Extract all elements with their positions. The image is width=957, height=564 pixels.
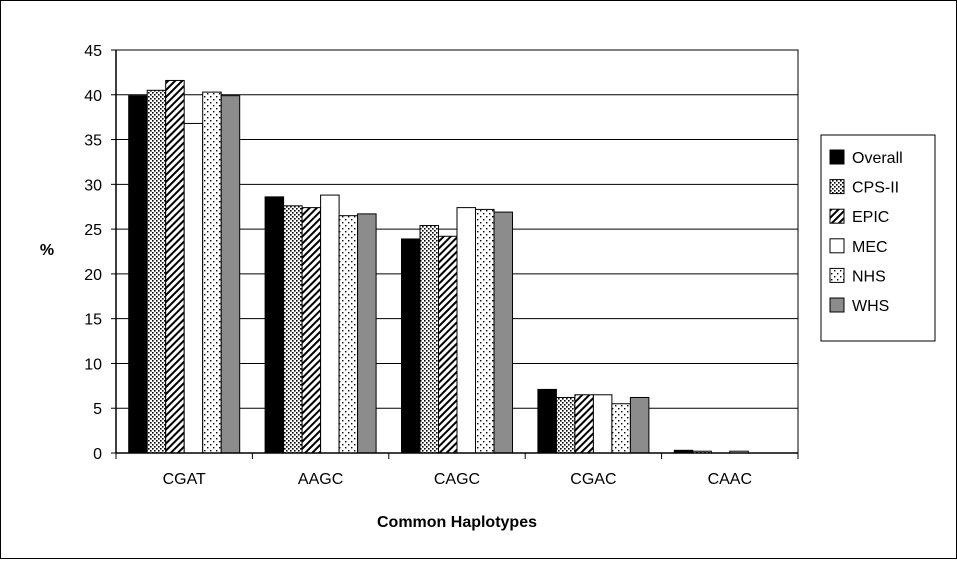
bar-whs-cgac	[629, 396, 650, 454]
bar-whs-cagc	[493, 211, 513, 454]
bar-mec-aagc	[320, 194, 340, 454]
bar-cps-ii-cgac	[555, 396, 576, 454]
bar-overall-cgac	[537, 388, 557, 454]
x-tick-label: CAAC	[708, 471, 752, 488]
legend-item-cps-ii: CPS-II	[829, 179, 899, 197]
bar-epic-cgat	[165, 79, 185, 454]
legend-item-overall: Overall	[829, 149, 903, 167]
y-tick-label: 5	[93, 401, 102, 418]
legend-label: WHS	[852, 298, 889, 315]
legend-item-mec: MEC	[829, 238, 888, 256]
bar-epic-aagc	[301, 207, 322, 454]
bar-epic-cgac	[574, 394, 594, 454]
legend-swatch	[829, 267, 845, 283]
y-tick-label: 20	[84, 267, 102, 284]
legend-label: NHS	[852, 268, 886, 285]
legend-label: CPS-II	[852, 180, 899, 197]
bar-cps-ii-aagc	[283, 205, 303, 454]
y-tick-label: 35	[84, 133, 102, 150]
bar-epic-cagc	[438, 235, 458, 454]
y-tick-label: 0	[93, 446, 102, 463]
bar-overall-aagc	[264, 196, 285, 454]
axes: 0 5 10 15 20 25 30 35 40 45 CGAT AAGC CAGC CGAC CAAC	[84, 43, 799, 488]
x-tick-label: CGAT	[163, 471, 206, 488]
bar-nhs-cgat	[202, 91, 222, 454]
y-tick-label: 15	[84, 312, 102, 329]
x-axis-title: Common Haplotypes	[377, 514, 537, 531]
legend: Overall CPS-II EPIC MEC NHS WHS	[820, 134, 936, 342]
y-tick-label: 40	[84, 88, 102, 105]
y-tick-label: 10	[84, 356, 102, 373]
bar-overall-cagc	[401, 238, 421, 454]
legend-label: EPIC	[852, 209, 889, 226]
bar-mec-cgat	[183, 122, 204, 454]
x-tick-label: CGAC	[570, 471, 616, 488]
bar-cps-ii-cgat	[146, 89, 167, 454]
legend-item-nhs: NHS	[829, 267, 886, 285]
legend-swatch	[829, 238, 845, 254]
x-tick-label: CAGC	[434, 471, 480, 488]
bar-whs-aagc	[357, 213, 377, 454]
x-tick-label: AAGC	[298, 471, 343, 488]
bar-nhs-cagc	[475, 208, 495, 454]
bar-nhs-cgac	[611, 403, 631, 454]
bar-overall-cgat	[128, 95, 148, 454]
y-tick-label: 45	[84, 43, 102, 60]
bar-mec-cagc	[456, 207, 476, 454]
bar-mec-cgac	[592, 394, 613, 454]
bar-nhs-aagc	[338, 215, 359, 454]
bars	[128, 79, 749, 454]
legend-swatch	[829, 297, 845, 313]
legend-item-epic: EPIC	[829, 208, 889, 226]
legend-item-whs: WHS	[829, 297, 889, 315]
legend-label: MEC	[852, 239, 888, 256]
bar-cps-ii-cagc	[419, 225, 439, 454]
legend-swatch	[829, 208, 845, 224]
legend-label: Overall	[852, 150, 903, 167]
bar-whs-cgat	[220, 95, 241, 454]
legend-swatch	[829, 179, 845, 195]
y-axis-title: %	[40, 242, 54, 259]
y-tick-label: 30	[84, 177, 102, 194]
y-tick-label: 25	[84, 222, 102, 239]
legend-swatch	[829, 149, 845, 165]
